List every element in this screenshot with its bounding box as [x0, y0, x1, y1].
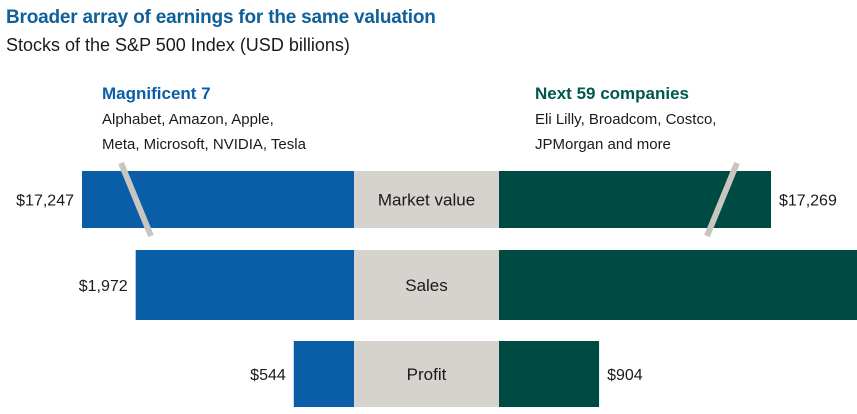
left-group-heading: Magnificent 7: [102, 84, 211, 103]
left-group-companies-line-1: Alphabet, Amazon, Apple,: [102, 111, 274, 128]
chart-title: Broader array of earnings for the same v…: [6, 7, 436, 28]
category-box-market-value: [354, 171, 499, 228]
bar-profit-right: [499, 341, 600, 407]
value-label-market-value-right: $17,269: [779, 193, 837, 210]
value-label-market-value-left: $17,247: [16, 193, 74, 210]
bar-sales-left: [135, 250, 354, 320]
bar-market-value-left: [82, 171, 354, 228]
axis-break-mark-left: [118, 161, 154, 238]
category-label-profit: Profit: [407, 365, 447, 384]
bar-sales-right: [499, 250, 857, 320]
chart-subtitle: Stocks of the S&P 500 Index (USD billion…: [6, 35, 350, 55]
value-label-sales-left: $1,972: [79, 278, 128, 295]
right-group-companies-line-1: Eli Lilly, Broadcom, Costco,: [535, 111, 717, 128]
value-label-profit-right: $904: [607, 367, 643, 384]
category-label-sales: Sales: [405, 276, 448, 295]
bar-market-value-right: [499, 171, 771, 228]
value-label-profit-left: $544: [250, 367, 286, 384]
category-box-profit: [354, 341, 499, 407]
right-group-companies-line-2: JPMorgan and more: [535, 136, 671, 153]
category-box-sales: [354, 250, 499, 320]
axis-break-mark-right: [704, 161, 740, 238]
left-group-companies-line-2: Meta, Microsoft, NVIDIA, Tesla: [102, 136, 306, 153]
right-group-heading: Next 59 companies: [535, 84, 690, 103]
category-label-market-value: Market value: [378, 191, 475, 210]
bar-profit-left: [293, 341, 354, 407]
